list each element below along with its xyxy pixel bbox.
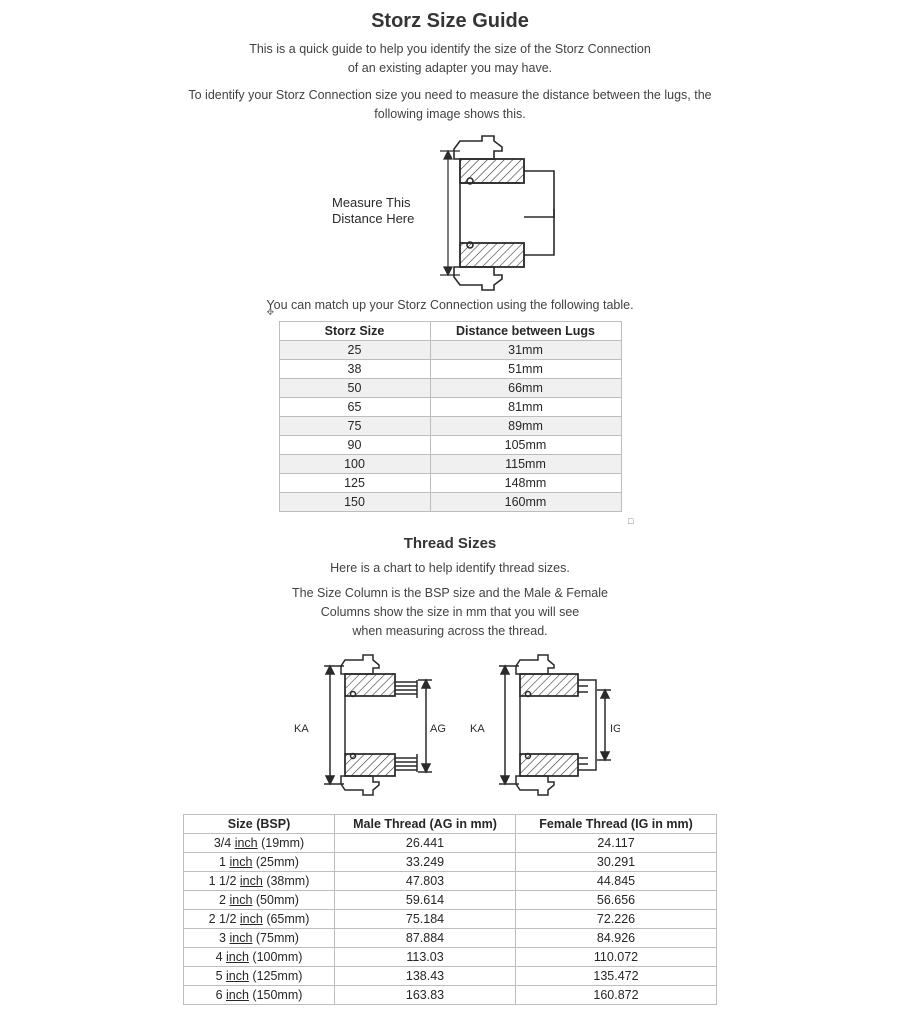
storz-col-1: Storz Size (279, 322, 430, 341)
table-row: 150160mm (279, 493, 621, 512)
storz-size-table: Storz Size Distance between Lugs 2531mm3… (279, 321, 622, 512)
table-cell: 125 (279, 474, 430, 493)
page-title: Storz Size Guide (0, 10, 900, 33)
table-cell-male: 47.803 (335, 871, 516, 890)
diagram1-label2: Distance Here (332, 211, 414, 226)
table-cell-female: 44.845 (516, 871, 717, 890)
table-cell-female: 110.072 (516, 947, 717, 966)
table-row: 4 inch (100mm)113.03110.072 (184, 947, 717, 966)
table-cell-female: 160.872 (516, 985, 717, 1004)
table-cell-size: 1 1/2 inch (38mm) (184, 871, 335, 890)
diagram2-ig: IG (610, 723, 620, 735)
table-cell-female: 30.291 (516, 852, 717, 871)
thread-intro-3: Columns show the size in mm that you wil… (0, 604, 900, 621)
intro-line-3: To identify your Storz Connection size y… (0, 87, 900, 104)
table-row: 3 inch (75mm)87.88484.926 (184, 928, 717, 947)
table-cell: 50 (279, 379, 430, 398)
table-row: 1 inch (25mm)33.24930.291 (184, 852, 717, 871)
storz-measure-diagram: Measure This Distance Here (0, 133, 900, 293)
table-cell: 51mm (430, 360, 621, 379)
diagram2-ka-left: KA (294, 723, 309, 735)
table-cell: 105mm (430, 436, 621, 455)
table-cell: 31mm (430, 341, 621, 360)
diagram2-ag: AG (430, 723, 446, 735)
table-handle-icon: ✥ (267, 307, 275, 318)
intro-line-4: following image shows this. (0, 106, 900, 123)
table-cell: 115mm (430, 455, 621, 474)
thread-intro-4: when measuring across the thread. (0, 623, 900, 640)
table-cell: 100 (279, 455, 430, 474)
table-row: 3/4 inch (19mm)26.44124.117 (184, 833, 717, 852)
table-cell-female: 84.926 (516, 928, 717, 947)
table-row: 2 1/2 inch (65mm)75.18472.226 (184, 909, 717, 928)
table-cell: 148mm (430, 474, 621, 493)
thread-col-2: Male Thread (AG in mm) (335, 814, 516, 833)
table-row: 6 inch (150mm)163.83160.872 (184, 985, 717, 1004)
table-cell-female: 135.472 (516, 966, 717, 985)
thread-intro-1: Here is a chart to help identify thread … (0, 560, 900, 577)
table-cell: 65 (279, 398, 430, 417)
table-row: 6581mm (279, 398, 621, 417)
table-row: 1 1/2 inch (38mm)47.80344.845 (184, 871, 717, 890)
table-cell-male: 138.43 (335, 966, 516, 985)
table-row: 100115mm (279, 455, 621, 474)
table-row: 2531mm (279, 341, 621, 360)
table-row: 7589mm (279, 417, 621, 436)
table-cell-size: 1 inch (25mm) (184, 852, 335, 871)
table-cell: 81mm (430, 398, 621, 417)
table-cell-size: 5 inch (125mm) (184, 966, 335, 985)
thread-size-table: Size (BSP) Male Thread (AG in mm) Female… (183, 814, 717, 1005)
table-row: 125148mm (279, 474, 621, 493)
thread-title: Thread Sizes (0, 535, 900, 552)
table-cell-male: 87.884 (335, 928, 516, 947)
table-cell: 66mm (430, 379, 621, 398)
table-row: 5 inch (125mm)138.43135.472 (184, 966, 717, 985)
diagram2-ka-right: KA (470, 723, 485, 735)
table-cell: 89mm (430, 417, 621, 436)
table-cell: 160mm (430, 493, 621, 512)
table-cell-male: 113.03 (335, 947, 516, 966)
thread-col-1: Size (BSP) (184, 814, 335, 833)
table-cell-male: 75.184 (335, 909, 516, 928)
table-cell-size: 3 inch (75mm) (184, 928, 335, 947)
table-cell-size: 3/4 inch (19mm) (184, 833, 335, 852)
table-cell-male: 163.83 (335, 985, 516, 1004)
match-text: You can match up your Storz Connection u… (0, 297, 900, 314)
table-cell-size: 6 inch (150mm) (184, 985, 335, 1004)
intro-line-1: This is a quick guide to help you identi… (0, 41, 900, 58)
table-cell: 38 (279, 360, 430, 379)
table-cell: 75 (279, 417, 430, 436)
table-row: 5066mm (279, 379, 621, 398)
table-cell-female: 72.226 (516, 909, 717, 928)
storz-col-2: Distance between Lugs (430, 322, 621, 341)
table-cell: 25 (279, 341, 430, 360)
thread-col-3: Female Thread (IG in mm) (516, 814, 717, 833)
table-cell-size: 2 1/2 inch (65mm) (184, 909, 335, 928)
table-row: 3851mm (279, 360, 621, 379)
table-handle-icon: □ (628, 516, 633, 526)
thread-intro-2: The Size Column is the BSP size and the … (0, 585, 900, 602)
intro-line-2: of an existing adapter you may have. (0, 60, 900, 77)
table-cell: 90 (279, 436, 430, 455)
table-cell: 150 (279, 493, 430, 512)
table-row: 90105mm (279, 436, 621, 455)
thread-diagram: KA AG KA (0, 650, 900, 810)
table-cell-female: 24.117 (516, 833, 717, 852)
diagram1-label1: Measure This (332, 195, 411, 210)
table-cell-size: 4 inch (100mm) (184, 947, 335, 966)
table-cell-male: 33.249 (335, 852, 516, 871)
table-cell-male: 26.441 (335, 833, 516, 852)
